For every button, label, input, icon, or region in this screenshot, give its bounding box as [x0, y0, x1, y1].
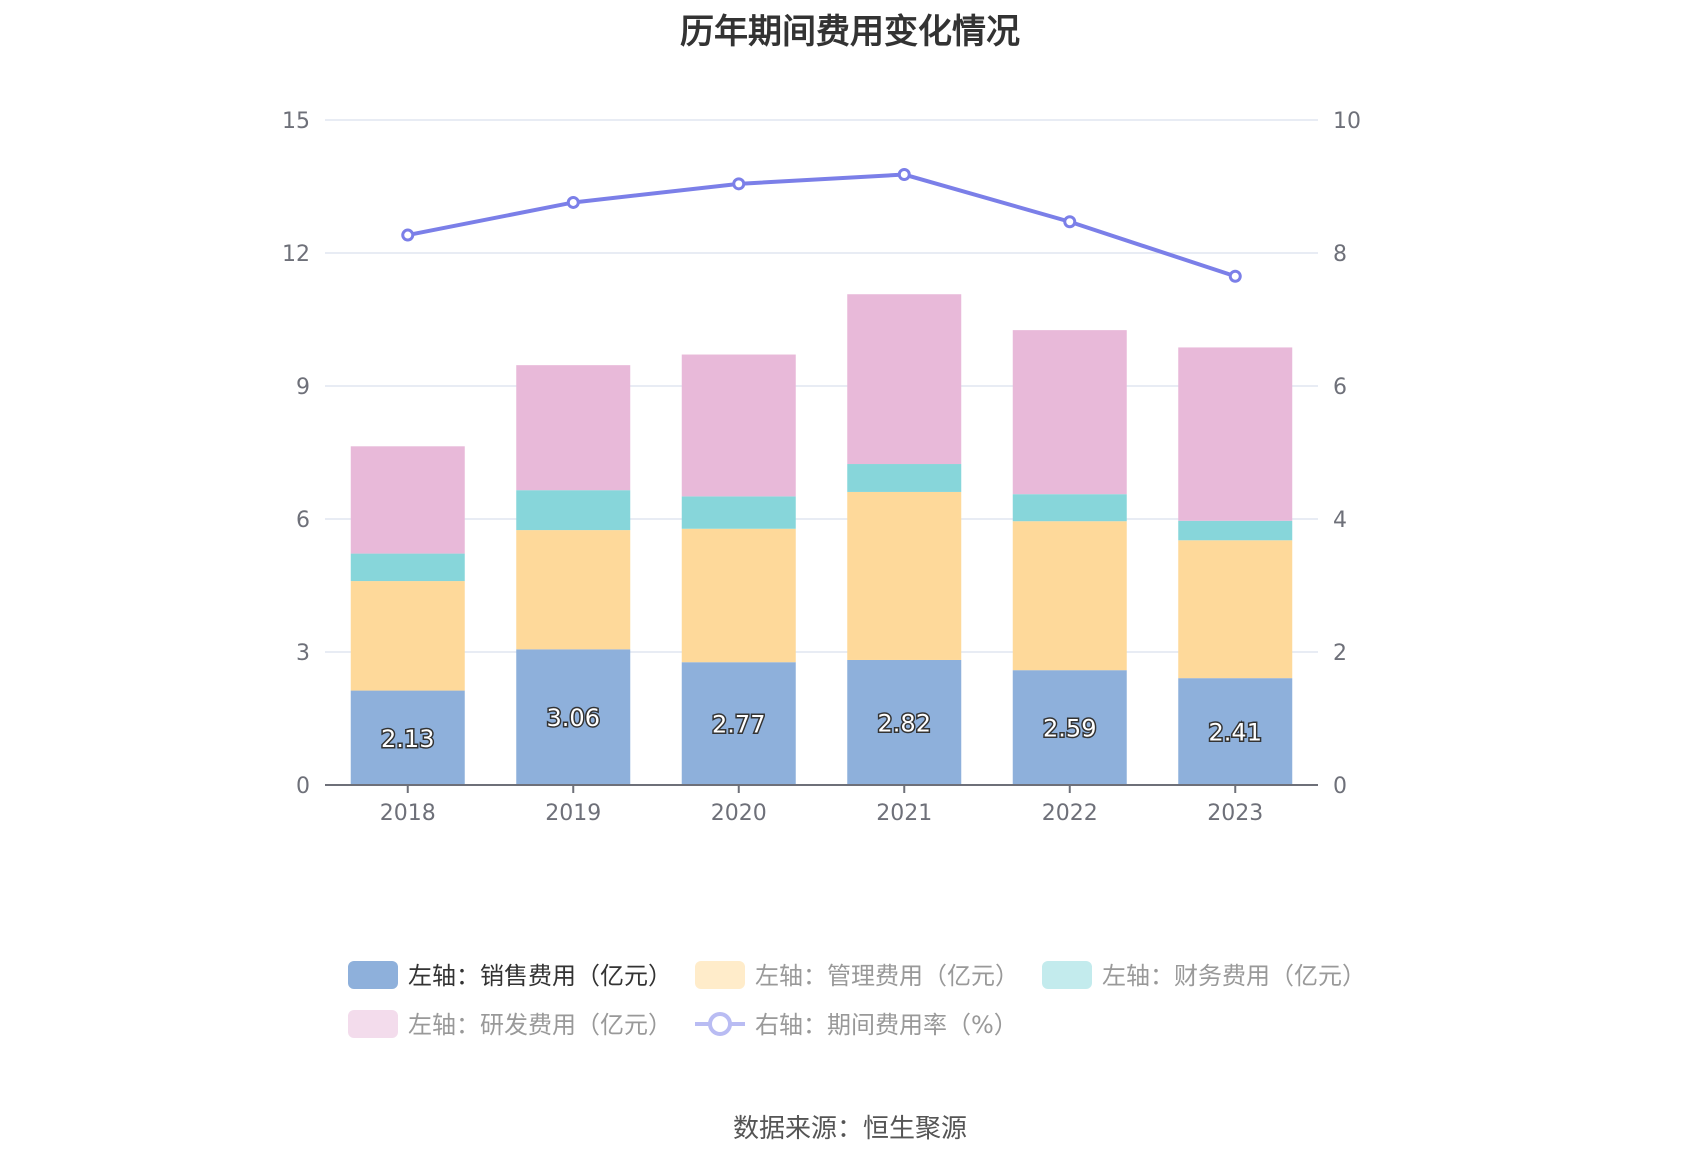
rate-point-2019: [566, 195, 580, 209]
legend-swatch: [1042, 961, 1092, 989]
rate-point-2022: [1063, 215, 1077, 229]
bar-data-label-2023: 2.41: [1209, 719, 1262, 747]
bar-segment-2018-4: [350, 446, 465, 554]
legend-label: 右轴：期间费用率（%）: [755, 1011, 1018, 1039]
bar-segment-2023-4: [1178, 347, 1293, 521]
bar-segment-2022-1: [1012, 670, 1127, 785]
grid-lines: [325, 119, 1318, 653]
bar-segment-2022-2: [1012, 521, 1127, 671]
left-axis-tick-label: 9: [296, 375, 310, 400]
left-axis-tick-label: 6: [296, 508, 310, 533]
bar-segment-2018-2: [350, 581, 465, 691]
legend-label: 左轴：研发费用（亿元）: [408, 1011, 672, 1039]
legend-label: 左轴：管理费用（亿元）: [755, 962, 1019, 990]
bar-segment-2021-1: [847, 659, 962, 785]
legend-label: 左轴：财务费用（亿元）: [1102, 962, 1366, 990]
data-source-note: 数据来源：恒生聚源: [732, 1114, 967, 1144]
x-axis-tick-label: 2020: [711, 801, 767, 826]
x-axis-tick-label: 2018: [380, 801, 436, 826]
right-axis-tick-label: 2: [1333, 641, 1347, 666]
right-axis: 0 2 4 6 8 10: [1333, 109, 1361, 799]
bar-segment-2020-1: [681, 662, 796, 785]
left-axis-tick-label: 3: [296, 641, 310, 666]
rate-line: [407, 172, 1236, 279]
bar-data-label-2018: 2.13: [381, 725, 434, 753]
legend-marker: [708, 1012, 732, 1036]
bar-segment-2021-2: [847, 491, 962, 660]
rate-line-series: [401, 168, 1242, 283]
legend-swatch: [348, 961, 398, 989]
rate-point-2023: [1228, 269, 1242, 283]
bar-segment-2018-1: [350, 690, 465, 785]
x-axis-tick-label: 2019: [545, 801, 601, 826]
left-axis-tick-label: 0: [296, 774, 310, 799]
bar-segment-2023-3: [1178, 520, 1293, 541]
rate-point-2021: [897, 168, 911, 182]
x-axis-tick-label: 2022: [1042, 801, 1098, 826]
bar-segment-2018-3: [350, 553, 465, 582]
bar-segment-2022-4: [1012, 330, 1127, 495]
left-axis-tick-label: 12: [282, 242, 310, 267]
bar-segment-2020-2: [681, 528, 796, 663]
bar-data-label-2021: 2.82: [878, 709, 931, 737]
legend-swatch: [695, 961, 745, 989]
bar-segment-2019-3: [516, 490, 631, 531]
right-axis-tick-label: 10: [1333, 109, 1361, 134]
left-axis: 0 3 6 9 12 15: [282, 109, 310, 799]
bar-segment-2020-3: [681, 496, 796, 529]
rate-point-2018: [401, 228, 415, 242]
bar-data-labels: 2.13 3.06 2.77 2.82 2.59 2.41: [380, 703, 1264, 755]
bar-segment-2019-4: [516, 365, 631, 491]
chart-title: 历年期间费用变化情况: [680, 12, 1020, 52]
bar-segment-2023-2: [1178, 540, 1293, 679]
left-axis-tick-label: 15: [282, 109, 310, 134]
bar-segment-2023-1: [1178, 678, 1293, 785]
legend: 左轴：销售费用（亿元） 左轴：管理费用（亿元） 左轴：财务费用（亿元） 左轴：研发费用…: [348, 961, 1366, 1039]
bar-data-label-2020: 2.77: [712, 711, 765, 739]
bar-data-label-2022: 2.59: [1043, 715, 1096, 743]
bar-data-label-2019: 3.06: [547, 704, 600, 732]
bar-segment-2021-3: [847, 464, 962, 492]
rate-point-2020: [732, 177, 746, 191]
bar-segment-2021-4: [847, 294, 962, 465]
right-axis-tick-label: 0: [1333, 774, 1347, 799]
bar-segment-2020-4: [681, 354, 796, 497]
x-axis-tick-label: 2023: [1207, 801, 1263, 826]
right-axis-tick-label: 8: [1333, 242, 1347, 267]
bar-stacks: [350, 294, 1293, 785]
x-axis: 2018 2019 2020 2021 2022 2023: [325, 784, 1318, 826]
right-axis-tick-label: 4: [1333, 508, 1347, 533]
bar-segment-2022-3: [1012, 494, 1127, 522]
right-axis-tick-label: 6: [1333, 375, 1347, 400]
legend-swatch: [348, 1010, 398, 1038]
x-axis-tick-label: 2021: [876, 801, 932, 826]
bar-segment-2019-1: [516, 649, 631, 785]
legend-label: 左轴：销售费用（亿元）: [408, 962, 672, 990]
bar-segment-2019-2: [516, 530, 631, 650]
